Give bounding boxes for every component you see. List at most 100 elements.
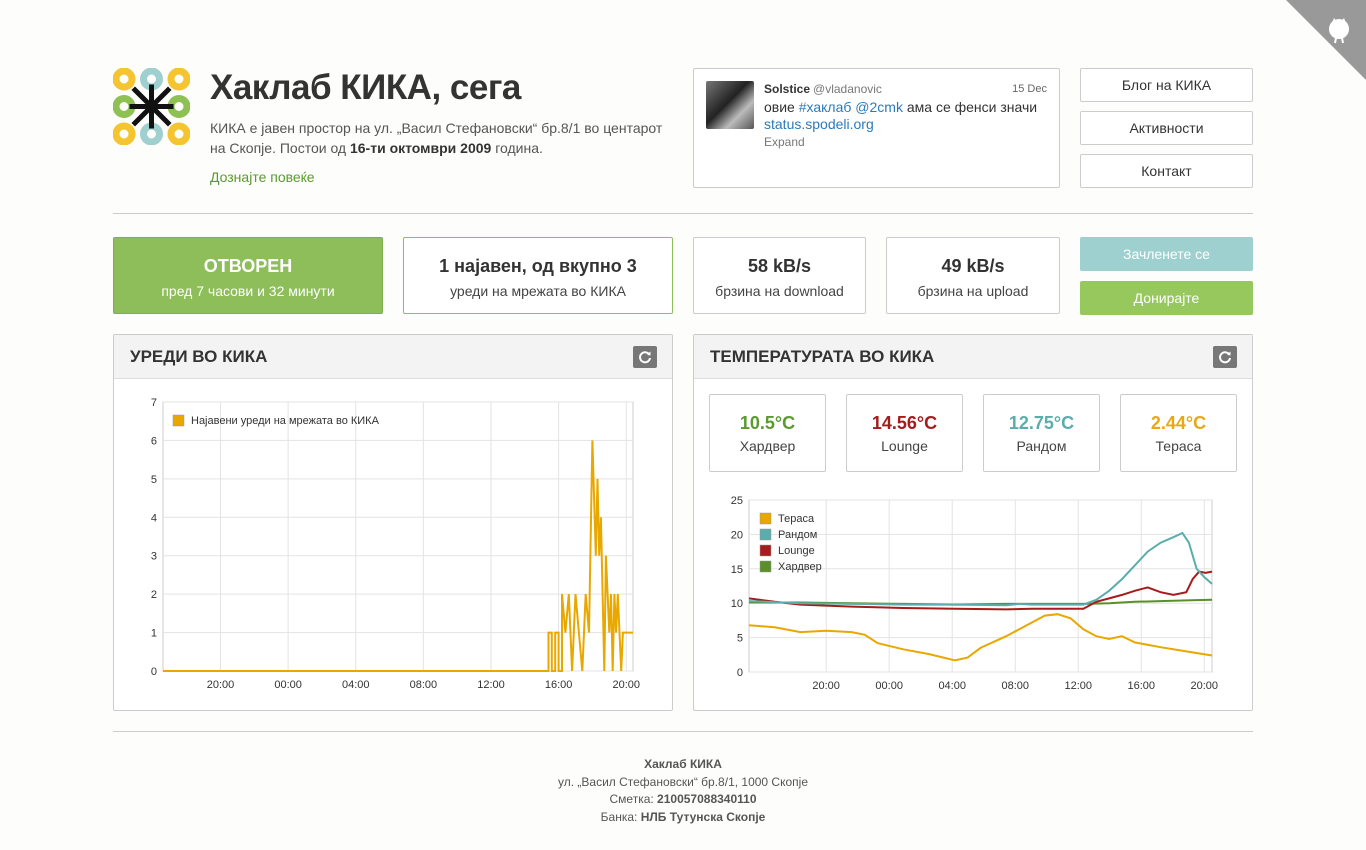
devices-panel-header: УРЕДИ ВО КИКА: [114, 335, 672, 379]
legend-label: Тераса: [778, 513, 815, 525]
legend-label: Хардвер: [778, 561, 822, 573]
tweet-hashtag-link[interactable]: #хаклаб: [798, 99, 852, 115]
devices-panel-title: УРЕДИ ВО КИКА: [130, 347, 268, 366]
page-title: Хаклаб КИКА, сега: [210, 68, 521, 107]
y-tick-label: 0: [151, 666, 157, 678]
y-tick-label: 3: [151, 551, 157, 563]
series-line-1: [748, 570, 1213, 611]
octocat-icon: [1329, 18, 1349, 44]
temp-label-random: Рандом: [1016, 438, 1067, 454]
devices-refresh-button[interactable]: [633, 346, 657, 368]
y-tick-label: 1: [151, 628, 157, 640]
devices-chart: 0 1 2 3 4 5 6 7 20:00 00:00 04:00 08:00 12:00 16:00 20…: [151, 397, 640, 691]
footer-name: Хаклаб КИКА: [0, 756, 1366, 774]
open-status-box: ОТВОРЕН пред 7 часови и 32 минути: [113, 237, 383, 314]
legend-swatch: [759, 544, 772, 557]
devices-label: уреди на мрежата во КИКА: [450, 283, 626, 299]
upload-speed: 49 kB/s: [941, 256, 1005, 276]
x-tick-label: 00:00: [875, 680, 903, 692]
series-line-0: [163, 440, 633, 672]
series-line-3: [748, 613, 1213, 662]
y-tick-label: 7: [151, 397, 157, 409]
site-description: КИКА е јавен простор на ул. „Васил Стефа…: [210, 118, 680, 158]
open-status-time: пред 7 часови и 32 минути: [161, 283, 335, 299]
temp-value-hardware: 10.5°C: [739, 413, 796, 433]
footer-bank-label: Банка:: [600, 809, 641, 824]
x-tick-label: 08:00: [1001, 680, 1029, 692]
temp-box-random: 12.75°C Рандом: [983, 394, 1100, 472]
download-speed: 58 kB/s: [747, 256, 812, 276]
download-label: брзина на download: [715, 283, 844, 299]
footer-bank: Банка: НЛБ Тутунска Скопје: [0, 809, 1366, 827]
devices-status-box: 1 најавен, од вкупно 3 уреди на мрежата …: [403, 237, 673, 314]
y-tick-label: 25: [731, 495, 743, 507]
legend-label: Најавени уреди на мрежата во КИКА: [191, 415, 380, 427]
refresh-icon: [639, 351, 651, 364]
tweet-author[interactable]: Solstice @vladanovic: [764, 82, 882, 96]
temp-value-terrace: 2.44°C: [1150, 413, 1207, 433]
download-speed-box: 58 kB/s брзина на download: [693, 237, 866, 314]
y-tick-label: 6: [151, 435, 157, 447]
upload-speed-box: 49 kB/s брзина на upload: [886, 237, 1060, 314]
refresh-icon: [1219, 351, 1231, 364]
tweet-widget: Solstice @vladanovic 15 Dec овие #хаклаб …: [693, 68, 1060, 188]
github-corner[interactable]: [1286, 0, 1366, 80]
temp-label-terrace: Тераса: [1155, 438, 1202, 454]
legend-label: Lounge: [778, 545, 815, 557]
footer-divider: [113, 731, 1253, 732]
upload-label: брзина на upload: [917, 283, 1029, 299]
open-status-title: ОТВОРЕН: [203, 256, 293, 276]
tweet-handle[interactable]: @vladanovic: [813, 82, 882, 96]
x-tick-label: 12:00: [1064, 680, 1092, 692]
x-tick-label: 20:00: [612, 679, 640, 691]
y-tick-label: 15: [731, 564, 743, 576]
plot-area: [748, 499, 1213, 673]
temp-label-hardware: Хардвер: [739, 438, 796, 454]
legend-swatch: [172, 414, 185, 427]
temp-value-random: 12.75°C: [1008, 413, 1075, 433]
donate-button[interactable]: Донирајте: [1080, 281, 1253, 315]
join-button[interactable]: Зачленете се: [1080, 237, 1253, 271]
legend-swatch: [759, 528, 772, 541]
tweet-avatar[interactable]: [706, 81, 754, 129]
temperature-refresh-button[interactable]: [1213, 346, 1237, 368]
footer-bank-name: НЛБ Тутунска Скопје: [640, 809, 766, 824]
footer-account-label: Сметка:: [609, 792, 658, 806]
tweet-text-mid: ама се фенси значи: [902, 99, 1038, 115]
chart-legend: Најавени уреди на мрежата во КИКА: [172, 414, 380, 427]
desc-date: 16-ти октомври 2009: [349, 140, 492, 156]
legend-swatch: [759, 560, 772, 573]
tweet-author-name[interactable]: Solstice: [764, 82, 811, 96]
y-tick-label: 20: [731, 529, 743, 541]
tweet-date[interactable]: 15 Dec: [1012, 83, 1047, 95]
learn-more-link[interactable]: Дознајте повеќе: [210, 169, 315, 185]
y-tick-label: 4: [151, 512, 157, 524]
plot-area: [162, 401, 634, 672]
footer-account-number: 210057088340110: [657, 792, 757, 806]
x-tick-label: 16:00: [1127, 680, 1155, 692]
footer-address: ул. „Васил Стефановски“ бр.8/1, 1000 Ско…: [557, 774, 808, 789]
x-tick-label: 08:00: [410, 679, 438, 691]
temperature-panel-title: ТЕМПЕРАТУРАТА ВО КИКА: [710, 347, 935, 366]
x-tick-label: 20:00: [1191, 680, 1219, 692]
blog-button[interactable]: Блог на КИКА: [1080, 68, 1253, 102]
desc-suffix: година.: [491, 140, 543, 156]
x-tick-label: 12:00: [477, 679, 505, 691]
series-line-2: [748, 531, 1213, 607]
x-tick-label: 20:00: [207, 679, 235, 691]
tweet-expand-link[interactable]: Expand: [764, 135, 805, 149]
contact-button[interactable]: Контакт: [1080, 154, 1253, 188]
tweet-text: овие #хаклаб @2cmk ама се фенси значи st…: [764, 99, 1049, 133]
temp-box-terrace: 2.44°C Тераса: [1120, 394, 1237, 472]
activities-button[interactable]: Активности: [1080, 111, 1253, 145]
y-tick-label: 2: [151, 589, 157, 601]
footer-org-name: Хаклаб КИКА: [644, 757, 722, 771]
kika-logo: [113, 68, 190, 145]
tweet-url-link[interactable]: status.spodeli.org: [764, 116, 874, 132]
x-tick-label: 20:00: [812, 680, 840, 692]
x-tick-label: 16:00: [545, 679, 573, 691]
x-tick-label: 04:00: [938, 680, 966, 692]
y-tick-label: 0: [737, 667, 743, 679]
desc-text: КИКА е јавен простор на ул. „Васил Стефа…: [210, 120, 663, 156]
tweet-mention-link[interactable]: @2cmk: [855, 99, 903, 115]
